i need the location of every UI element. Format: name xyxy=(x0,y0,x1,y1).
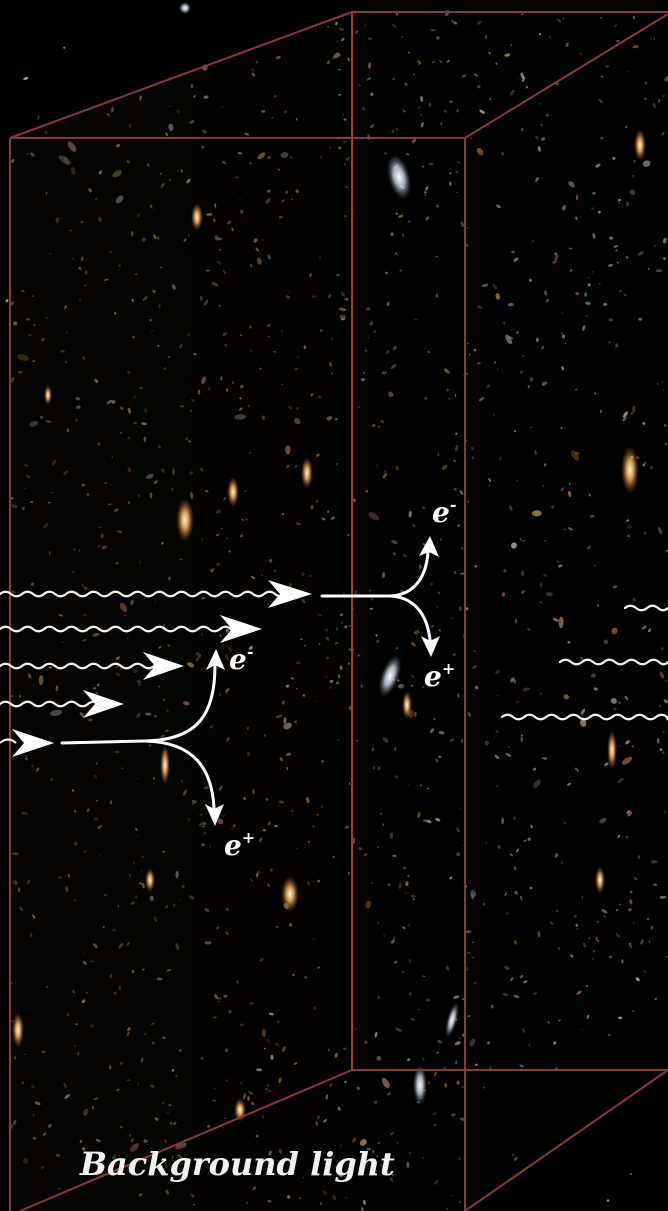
galaxy-icon xyxy=(621,446,639,494)
box-edge xyxy=(9,11,353,139)
prominent-galaxies xyxy=(12,2,646,1122)
branching-arrow-icon xyxy=(143,739,216,810)
galaxy-icon xyxy=(227,477,239,507)
galaxy-icon xyxy=(413,1065,427,1105)
positron-label-upper: e+ xyxy=(424,659,455,693)
galaxy-icon xyxy=(23,76,29,81)
galaxy-icon xyxy=(386,154,412,200)
galaxy-icon xyxy=(402,691,412,719)
arrowhead-icon xyxy=(419,536,439,557)
galaxy-icon xyxy=(5,299,9,303)
galaxy-icon xyxy=(191,203,203,231)
galaxy-icon xyxy=(445,1002,459,1038)
galaxy-icon xyxy=(12,1012,24,1048)
galaxy-icon xyxy=(160,745,170,785)
pair-production-lower-heads xyxy=(205,649,225,826)
arrowhead-icon xyxy=(220,615,262,643)
box-wireframe xyxy=(9,11,668,1211)
galaxy-icon xyxy=(595,866,605,894)
wavy-arrow-icon xyxy=(623,604,668,612)
galaxy-icon xyxy=(37,115,40,119)
galaxy-icon xyxy=(63,46,66,49)
pair-production-upper-heads xyxy=(419,536,440,657)
arrowhead-icon xyxy=(206,649,225,670)
box-edge xyxy=(464,13,668,139)
arrowhead-icon xyxy=(12,729,54,757)
positron-label-lower: e+ xyxy=(224,828,255,862)
galaxy-icon xyxy=(281,876,299,912)
arrowhead-icon xyxy=(421,636,440,657)
galaxy-icon xyxy=(179,2,191,14)
wavy-arrow-icon xyxy=(0,738,17,744)
wavy-arrow-icon xyxy=(0,590,292,598)
galaxy-icon xyxy=(607,730,617,770)
pair-production-lower xyxy=(60,663,217,810)
galaxy-icon xyxy=(145,868,155,892)
arrowhead-icon xyxy=(205,804,224,826)
wavy-arrow-icon xyxy=(0,662,164,670)
galaxy-icon xyxy=(634,129,646,161)
pair-production-upper xyxy=(320,550,432,642)
galaxy-icon xyxy=(44,385,52,405)
box-edge xyxy=(19,1069,353,1211)
galaxy-icon xyxy=(606,1199,610,1202)
photon-arrowheads xyxy=(12,580,312,757)
galaxy-icon xyxy=(378,655,402,697)
arrowhead-icon xyxy=(143,652,184,680)
wavy-arrow-icon xyxy=(0,625,242,633)
wavy-arrow-icon xyxy=(500,713,668,721)
galaxy-icon xyxy=(176,498,194,542)
wavy-arrow-icon xyxy=(558,658,668,666)
wavy-arrow-icon xyxy=(0,700,104,708)
electron-label-lower: e- xyxy=(229,642,253,676)
box-volume xyxy=(10,12,668,1211)
arrowhead-icon xyxy=(268,580,312,608)
electron-label-upper: e- xyxy=(432,495,456,529)
galaxy-icon xyxy=(629,1172,632,1176)
photons xyxy=(0,590,668,721)
caption-background-light: Background light xyxy=(79,1145,395,1183)
galaxy-icon xyxy=(301,457,313,489)
arrowhead-icon xyxy=(83,690,124,718)
box-edge xyxy=(464,1069,668,1211)
branching-arrow-icon xyxy=(386,594,432,642)
